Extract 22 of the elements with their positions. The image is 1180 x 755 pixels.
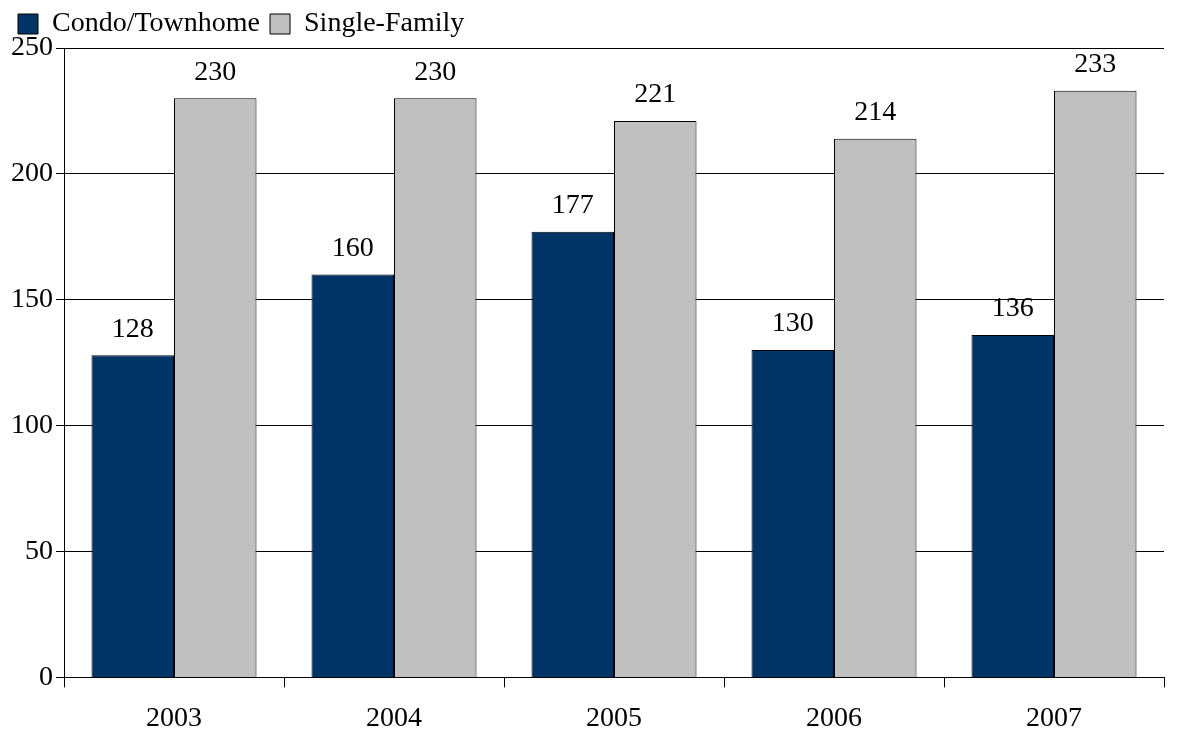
y-tick-label: 200	[11, 156, 53, 188]
data-label: 130	[771, 306, 814, 338]
x-tick-label: 2005	[586, 700, 642, 732]
data-label: 230	[194, 54, 237, 86]
data-label: 230	[414, 54, 457, 86]
y-tick-label: 100	[11, 408, 53, 439]
x-tick-label: 2003	[146, 700, 202, 732]
data-label: 160	[331, 230, 374, 262]
legend-label: Single-Family	[304, 6, 465, 38]
legend-label: Condo/Townhome	[52, 6, 261, 38]
y-tick-label: 0	[39, 659, 53, 691]
x-tick-label: 2007	[1026, 700, 1082, 732]
x-tick-label: 2006	[806, 700, 862, 732]
y-tick-label: 50	[25, 533, 53, 565]
y-tick-label: 250	[11, 30, 53, 62]
data-label: 177	[551, 188, 594, 220]
data-label: 128	[111, 311, 154, 343]
data-label: 214	[854, 94, 897, 126]
data-label: 221	[634, 77, 677, 109]
x-tick-label: 2004	[366, 700, 422, 732]
y-tick-label: 150	[11, 282, 53, 314]
data-label: 233	[1074, 47, 1117, 79]
